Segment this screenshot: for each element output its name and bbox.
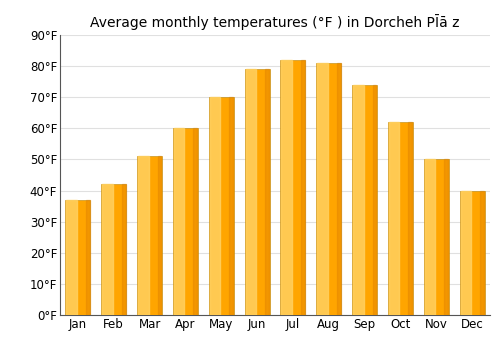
Bar — [86, 200, 90, 315]
Bar — [480, 190, 484, 315]
Bar — [460, 190, 471, 315]
Bar — [137, 156, 162, 315]
Bar — [353, 85, 364, 315]
Bar — [230, 97, 233, 315]
Bar — [210, 97, 220, 315]
Bar — [101, 184, 126, 315]
Bar — [102, 184, 113, 315]
Bar — [194, 128, 197, 315]
Bar — [265, 69, 269, 315]
Bar — [174, 128, 184, 315]
Bar — [208, 97, 234, 315]
Bar — [444, 160, 448, 315]
Bar — [316, 63, 342, 315]
Bar — [122, 184, 126, 315]
Title: Average monthly temperatures (°F ) in Dorcheh PĪā̇ z: Average monthly temperatures (°F ) in Do… — [90, 14, 460, 30]
Bar — [138, 156, 148, 315]
Bar — [244, 69, 270, 315]
Bar — [372, 85, 376, 315]
Bar — [158, 156, 162, 315]
Bar — [352, 85, 377, 315]
Bar — [301, 60, 304, 315]
Bar — [282, 60, 292, 315]
Bar — [408, 122, 412, 315]
Bar — [66, 200, 90, 315]
Bar — [388, 122, 413, 315]
Bar — [280, 60, 305, 315]
Bar — [389, 122, 400, 315]
Bar — [173, 128, 198, 315]
Bar — [317, 63, 328, 315]
Bar — [424, 160, 449, 315]
Bar — [424, 160, 435, 315]
Bar — [460, 190, 484, 315]
Bar — [66, 200, 77, 315]
Bar — [246, 69, 256, 315]
Bar — [337, 63, 340, 315]
